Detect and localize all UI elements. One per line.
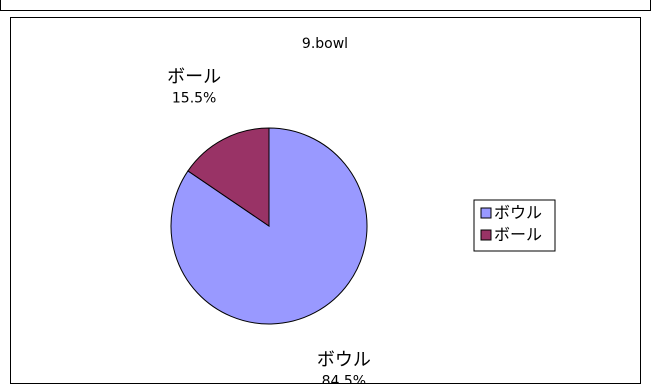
legend-label-1: ボウル — [494, 203, 542, 222]
legend-swatch-1 — [480, 207, 492, 219]
data-label-value-1: 84.5% — [322, 373, 366, 383]
pie-data-labels: ボウル 84.5% ボール 15.5% — [167, 67, 371, 390]
data-label-category-1: ボウル — [317, 349, 371, 370]
pie-slices — [170, 127, 368, 325]
pie-slice-2 — [187, 127, 270, 227]
legend-label-2: ボール — [494, 225, 542, 244]
legend-swatch-2 — [480, 229, 492, 241]
top-strip — [0, 0, 651, 11]
data-label-value-2: 15.5% — [172, 91, 216, 107]
chart-title: 9.bowl — [302, 36, 348, 52]
data-label-category-2: ボール — [167, 67, 221, 88]
chart-frame: 9.bowl ボウル 84.5% ボール 15.5% ボウル ボール — [10, 17, 641, 390]
